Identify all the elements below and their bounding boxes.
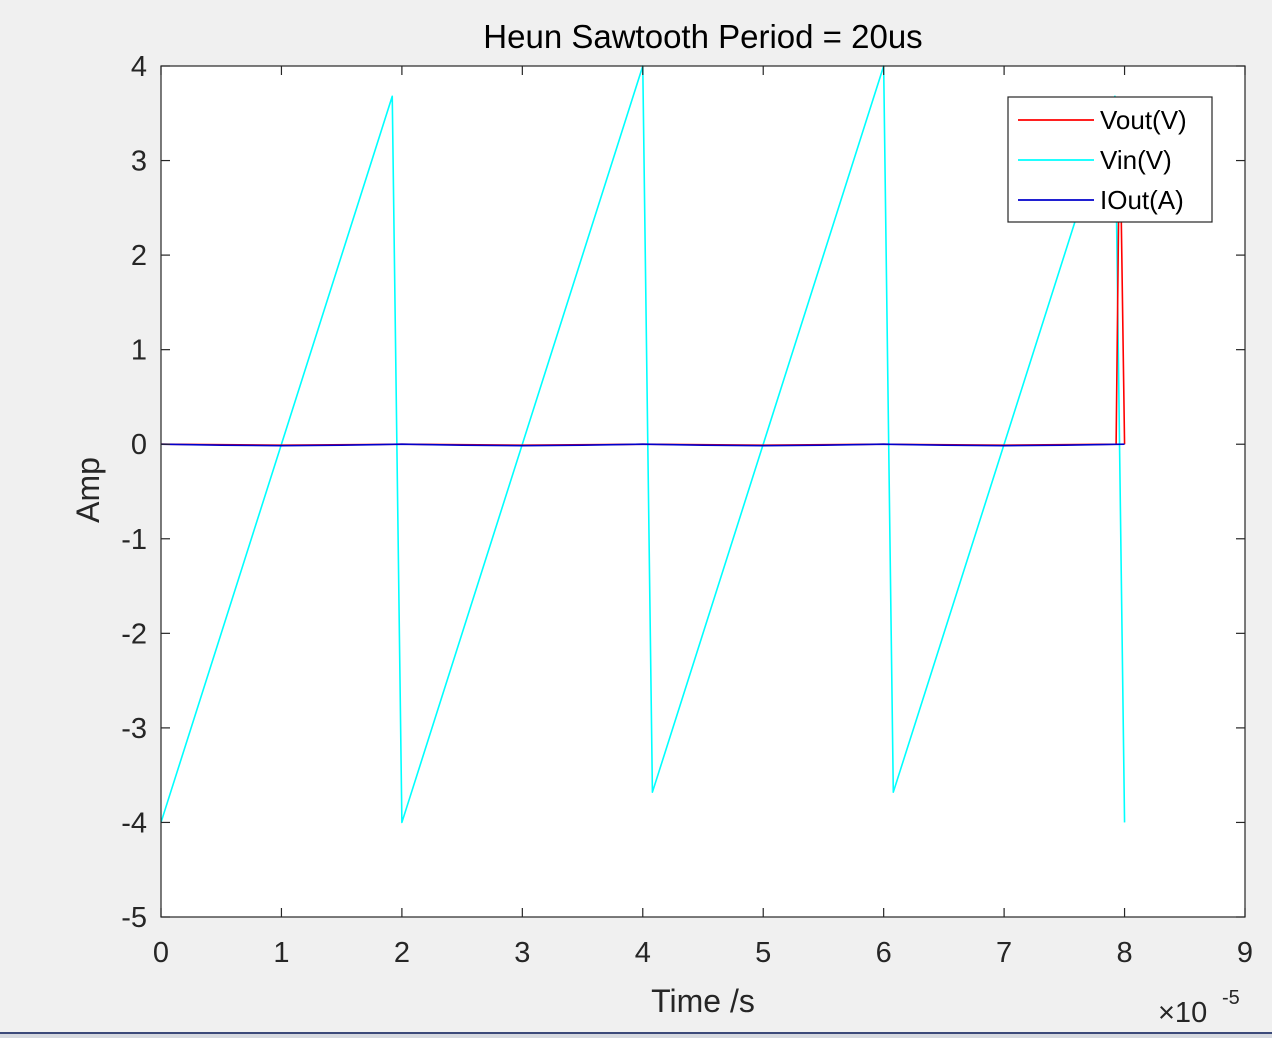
x-tick-label: 0	[153, 937, 169, 969]
legend-entries: Vout(V) Vin(V) IOut(A)	[1018, 105, 1187, 215]
legend-label: Vout(V)	[1100, 105, 1187, 135]
series-line-Vin(V)	[160, 65, 1126, 824]
legend: Vout(V) Vin(V) IOut(A)	[1007, 96, 1213, 223]
y-tick-label: -2	[121, 618, 147, 650]
y-tick-label: 4	[131, 51, 147, 83]
series-layer	[160, 65, 1126, 824]
legend-label: Vin(V)	[1100, 145, 1172, 175]
series-line-IOut(A)	[160, 443, 1125, 447]
y-tick-label: -5	[121, 902, 147, 934]
x-scale-multiplier: ×10 -5	[1158, 987, 1240, 1029]
y-tick-label: -3	[121, 713, 147, 745]
x-scale-exponent: -5	[1222, 987, 1240, 1009]
y-tick-label: 1	[131, 335, 147, 367]
x-tick-label: 1	[273, 937, 289, 969]
x-tick-label: 6	[876, 937, 892, 969]
chart-title: Heun Sawtooth Period = 20us	[483, 18, 922, 55]
legend-label: IOut(A)	[1100, 185, 1184, 215]
y-tick-label: -1	[121, 524, 147, 556]
y-tick-label: 3	[131, 146, 147, 178]
x-axis-label: Time /s	[651, 983, 755, 1019]
x-tick-label: 4	[635, 937, 651, 969]
x-tick-label: 5	[755, 937, 771, 969]
x-tick-label: 2	[394, 937, 410, 969]
y-tick-label: 2	[131, 240, 147, 272]
x-tick-label: 8	[1116, 937, 1132, 969]
y-axis-label: Amp	[70, 457, 106, 523]
window-bottom-border	[0, 1032, 1272, 1038]
y-tick-label: -4	[121, 807, 147, 839]
x-tick-label: 7	[996, 937, 1012, 969]
x-tick-label: 3	[514, 937, 530, 969]
y-tick-label: 0	[131, 429, 147, 461]
x-scale-base: ×10	[1158, 997, 1207, 1029]
x-tick-label: 9	[1237, 937, 1253, 969]
axes-box	[160, 65, 1246, 918]
ticks-layer: 0 1 2 3 4 5 6 7 8 9 -5 -4 -3 -2 -1 0 1 2 3 4	[121, 51, 1253, 969]
